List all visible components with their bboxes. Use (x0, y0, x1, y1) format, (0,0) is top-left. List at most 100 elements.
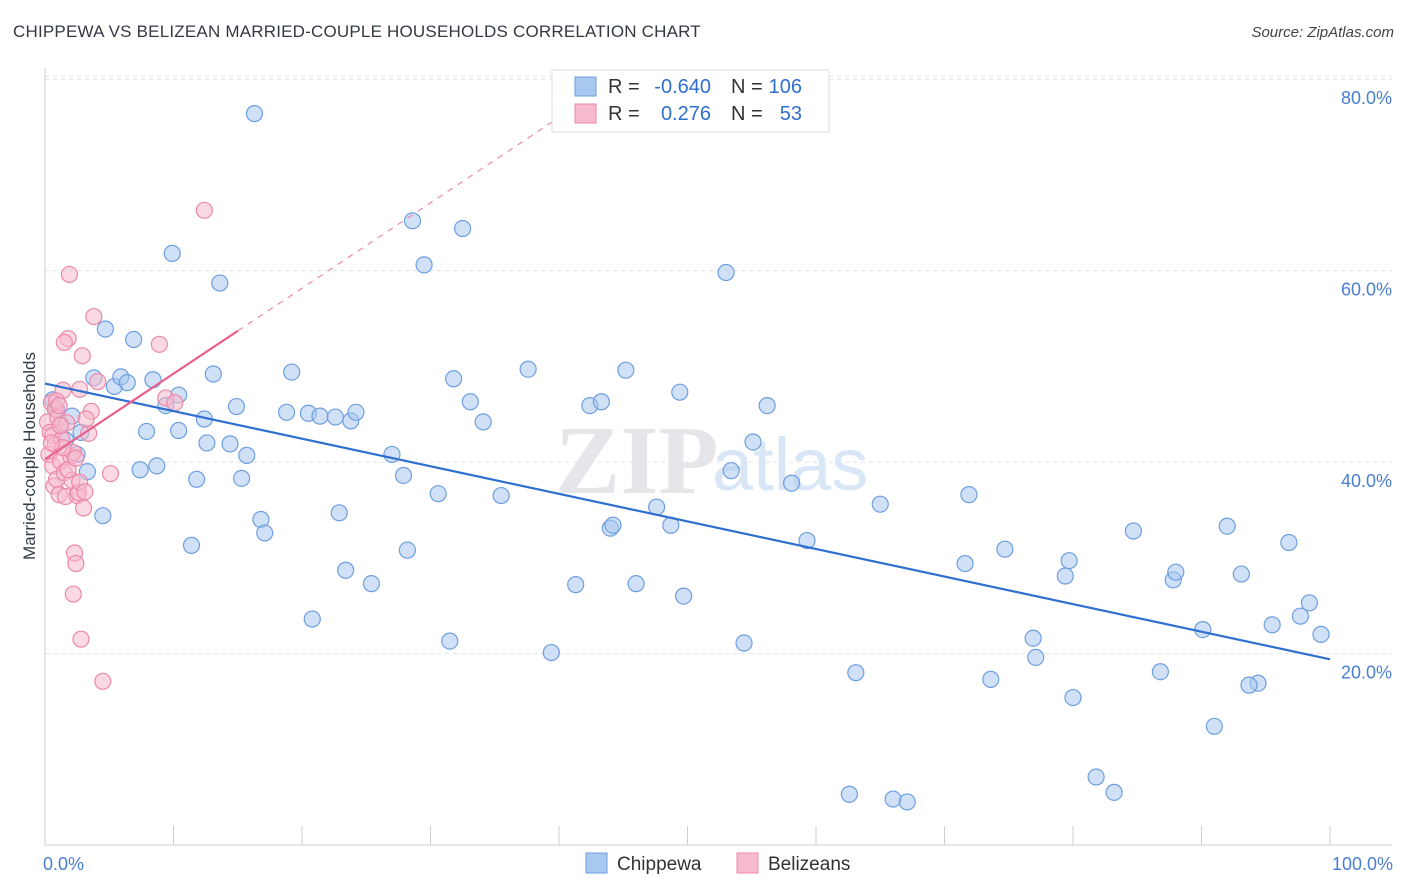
chippewa-point (898, 793, 916, 811)
chippewa-point (245, 105, 264, 123)
chippewa-trend-line (44, 382, 1331, 661)
bottom-legend-label-chippewa: Chippewa (617, 854, 702, 875)
chippewa-point (722, 462, 740, 480)
chippewa-point (1312, 625, 1330, 643)
belizean-point (72, 630, 90, 648)
chippewa-point (671, 383, 689, 401)
belizean-point (42, 434, 61, 452)
chippewa-point (758, 396, 776, 415)
series-legend: Chippewa Belizeans (585, 852, 850, 875)
chippewa-point (347, 403, 365, 421)
legend-swatch-belizeans (574, 103, 597, 124)
y-tick-label: 20.0% (1341, 663, 1392, 683)
chippewa-point (567, 576, 585, 594)
chippewa-point (429, 485, 447, 503)
chippewa-point (1263, 616, 1281, 634)
trend-layer (44, 116, 1331, 661)
chippewa-point (1194, 621, 1212, 639)
chippewa-point (744, 433, 762, 451)
chippewa-point (188, 470, 206, 488)
chippewa-point (170, 421, 188, 440)
chippewa-point (131, 461, 149, 479)
correlation-legend: R = -0.640 N = 106 R = 0.276 N = 53 (551, 69, 830, 133)
legend-n-label-1: N = (731, 76, 763, 98)
chippewa-point (445, 370, 463, 388)
chippewa-point (474, 413, 492, 431)
chippewa-point (198, 434, 216, 452)
chippewa-point (125, 330, 143, 349)
belizean-point (73, 347, 91, 365)
chippewa-point (996, 540, 1014, 558)
grid-layer: 20.0% 40.0% 60.0% 80.0% (45, 75, 1392, 683)
chippewa-point (144, 371, 162, 389)
belizean-point (150, 335, 168, 353)
chart-title: CHIPPEWA VS BELIZEAN MARRIED-COUPLE HOUS… (13, 22, 701, 41)
chippewa-point (847, 664, 865, 682)
chippewa-point (1087, 768, 1105, 786)
legend-n-value-2: 53 (780, 103, 802, 125)
legend-n-label-2: N = (731, 103, 763, 125)
chippewa-point (1167, 563, 1185, 581)
belizean-point (76, 483, 94, 501)
chippewa-point (283, 363, 301, 381)
chippewa-point (94, 507, 112, 525)
chippewa-point (221, 435, 239, 453)
chippewa-point (1024, 629, 1042, 647)
chippewa-point (717, 263, 735, 282)
watermark-zip: ZIP (555, 407, 718, 515)
chippewa-point (1240, 676, 1258, 694)
chippewa-point (982, 670, 1000, 688)
belizean-point (67, 449, 85, 467)
chippewa-point (675, 587, 693, 605)
chippewa-point (798, 531, 816, 550)
belizean-trend-line (44, 330, 239, 461)
belizean-point (195, 201, 213, 219)
legend-box (551, 69, 830, 133)
belizean-point (166, 394, 184, 412)
source-credit: Source: ZipAtlas.com (1251, 24, 1394, 41)
chippewa-point (592, 393, 611, 411)
chippewa-point (204, 365, 222, 383)
chippewa-point (492, 486, 510, 505)
chippewa-point (415, 256, 433, 274)
bottom-legend-label-belizeans: Belizeans (768, 854, 850, 875)
chippewa-point (840, 785, 859, 803)
chippewa-point (137, 422, 156, 441)
chippewa-point (394, 466, 413, 485)
chippewa-point (1291, 607, 1310, 625)
x-tick-label-min: 0.0% (43, 854, 84, 874)
chippewa-point (604, 516, 622, 534)
chippewa-point (211, 274, 229, 292)
chippewa-point (182, 536, 201, 554)
chippewa-point (1300, 594, 1319, 612)
belizean-point (60, 265, 79, 284)
y-axis-label: Married-couple Households (20, 352, 39, 560)
chippewa-point (238, 446, 256, 464)
chippewa-point (337, 561, 355, 579)
belizean-point (50, 396, 68, 415)
belizean-point (85, 307, 103, 326)
legend-r-label-1: R = (608, 76, 640, 98)
bottom-legend-swatch-chippewa (585, 852, 608, 874)
chippewa-point (1124, 522, 1142, 540)
chippewa-point (1232, 565, 1250, 583)
legend-r-value-1: -0.640 (654, 76, 711, 98)
belizean-point (94, 672, 112, 690)
chippewa-point (627, 575, 645, 593)
chippewa-point (1060, 552, 1078, 570)
watermark-atlas: atlas (712, 423, 868, 506)
chippewa-point (871, 495, 889, 513)
chippewa-point (441, 632, 459, 650)
belizean-point (77, 410, 95, 428)
chippewa-point (233, 469, 251, 487)
chippewa-point (1064, 688, 1082, 707)
chippewa-point (735, 634, 753, 652)
chippewa-point (1218, 517, 1236, 535)
chippewa-point (519, 360, 537, 378)
chippewa-point (1105, 783, 1123, 801)
chippewa-point (884, 790, 902, 808)
chippewa-point (330, 504, 348, 522)
belizean-point (55, 333, 73, 352)
chippewa-point (956, 554, 974, 573)
